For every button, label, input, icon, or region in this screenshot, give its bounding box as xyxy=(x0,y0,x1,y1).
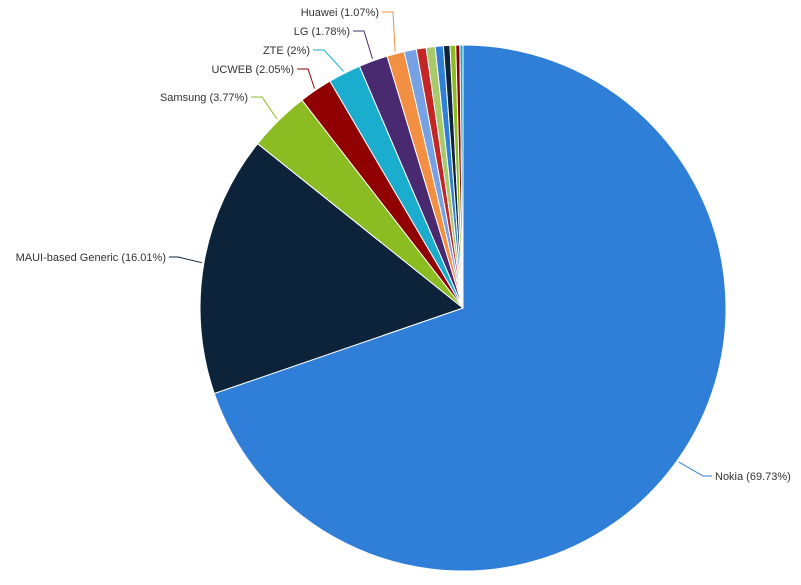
leader-line xyxy=(678,461,712,477)
slice-label: UCWEB (2.05%) xyxy=(211,64,294,76)
leader-line xyxy=(353,30,373,60)
leader-line xyxy=(169,256,203,264)
pie-slice xyxy=(459,44,464,309)
pie-slices xyxy=(199,44,727,572)
leader-line xyxy=(297,68,315,89)
slice-label: Nokia (69.73%) xyxy=(715,471,791,483)
leader-line xyxy=(313,49,344,72)
slice-label: LG (1.78%) xyxy=(294,26,350,38)
slice-label: Samsung (3.77%) xyxy=(160,92,248,104)
slice-label: MAUI-based Generic (16.01%) xyxy=(16,252,166,264)
leader-line xyxy=(251,96,278,120)
slice-label: Huawei (1.07%) xyxy=(301,7,379,19)
pie-slice xyxy=(213,44,727,572)
pie-slice xyxy=(199,142,465,395)
pie-labels: Nokia (69.73%) MAUI-based Generic (16.01%… xyxy=(16,7,791,483)
leader-line xyxy=(382,11,396,52)
slice-label: ZTE (2%) xyxy=(263,45,310,57)
